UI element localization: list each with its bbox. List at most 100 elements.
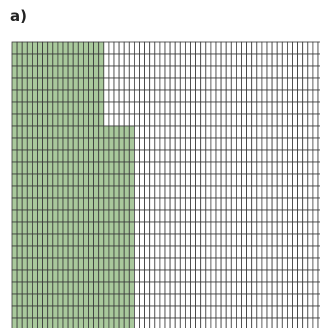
shaded-cell: [67, 209, 74, 223]
cell: [241, 233, 247, 247]
shaded-cell: [83, 281, 89, 295]
cell: [292, 125, 298, 139]
cell: [205, 197, 212, 211]
cell: [169, 173, 176, 187]
shaded-cell: [83, 305, 89, 319]
cell: [128, 113, 135, 127]
shaded-cell: [42, 41, 49, 55]
shaded-cell: [37, 41, 43, 55]
cell: [271, 209, 278, 223]
cell: [251, 281, 258, 295]
cell: [225, 281, 232, 295]
cell: [292, 245, 298, 259]
cell: [159, 233, 166, 247]
shaded-cell: [83, 89, 89, 103]
cell: [302, 173, 309, 187]
shaded-cell: [128, 161, 135, 175]
cell: [174, 257, 181, 271]
cell: [149, 113, 156, 127]
cell: [123, 113, 130, 127]
shaded-cell: [26, 257, 33, 271]
shaded-cell: [26, 137, 33, 151]
shaded-cell: [62, 65, 69, 79]
cell: [297, 89, 304, 103]
shaded-cell: [93, 209, 100, 223]
shaded-cell: [42, 245, 49, 259]
cell: [297, 161, 304, 175]
cell: [286, 185, 293, 199]
cell: [154, 113, 161, 127]
cell: [154, 77, 161, 91]
cell: [133, 233, 140, 247]
cell: [256, 293, 263, 307]
cell: [220, 221, 227, 235]
cell: [205, 305, 212, 319]
cell: [164, 77, 171, 91]
cell: [195, 53, 202, 67]
cell: [235, 281, 242, 295]
cell: [251, 41, 258, 55]
shaded-cell: [98, 305, 105, 319]
shaded-cell: [83, 125, 89, 139]
cell: [200, 257, 207, 271]
cell: [266, 173, 273, 187]
cell: [241, 317, 247, 328]
shaded-cell: [62, 281, 69, 295]
cell: [230, 185, 237, 199]
cell: [241, 281, 247, 295]
cell: [205, 257, 212, 271]
cell: [174, 65, 181, 79]
cell: [200, 305, 207, 319]
cell: [190, 317, 196, 328]
cell: [235, 317, 242, 328]
cell: [251, 269, 258, 283]
shaded-cell: [16, 185, 23, 199]
cell: [286, 77, 293, 91]
cell: [256, 41, 263, 55]
shaded-cell: [42, 281, 49, 295]
shaded-cell: [113, 149, 120, 163]
cell: [200, 209, 207, 223]
shaded-cell: [83, 293, 89, 307]
cell: [297, 149, 304, 163]
cell: [302, 41, 309, 55]
cell: [179, 221, 186, 235]
shaded-cell: [37, 89, 43, 103]
cell: [139, 101, 145, 115]
cell: [307, 65, 314, 79]
shaded-cell: [32, 209, 38, 223]
shaded-cell: [67, 317, 74, 328]
cell: [246, 161, 253, 175]
shaded-cell: [67, 305, 74, 319]
cell: [307, 53, 314, 67]
shaded-cell: [72, 53, 79, 67]
shaded-cell: [42, 293, 49, 307]
cell: [246, 317, 253, 328]
cell: [190, 113, 196, 127]
cell: [297, 185, 304, 199]
cell: [302, 305, 309, 319]
cell: [220, 209, 227, 223]
cell: [205, 293, 212, 307]
cell: [144, 89, 151, 103]
cell: [266, 257, 273, 271]
cell: [139, 113, 145, 127]
cell: [200, 293, 207, 307]
cell: [246, 245, 253, 259]
shaded-cell: [57, 197, 64, 211]
shaded-cell: [123, 149, 130, 163]
cell: [184, 209, 191, 223]
cell: [210, 245, 217, 259]
cell: [210, 197, 217, 211]
shaded-cell: [62, 149, 69, 163]
cell: [139, 293, 145, 307]
cell: [230, 305, 237, 319]
cell: [215, 89, 222, 103]
shaded-cell: [42, 221, 49, 235]
cell: [230, 89, 237, 103]
cell: [235, 41, 242, 55]
cell: [246, 293, 253, 307]
shaded-cell: [32, 161, 38, 175]
cell: [281, 185, 288, 199]
shaded-cell: [67, 197, 74, 211]
